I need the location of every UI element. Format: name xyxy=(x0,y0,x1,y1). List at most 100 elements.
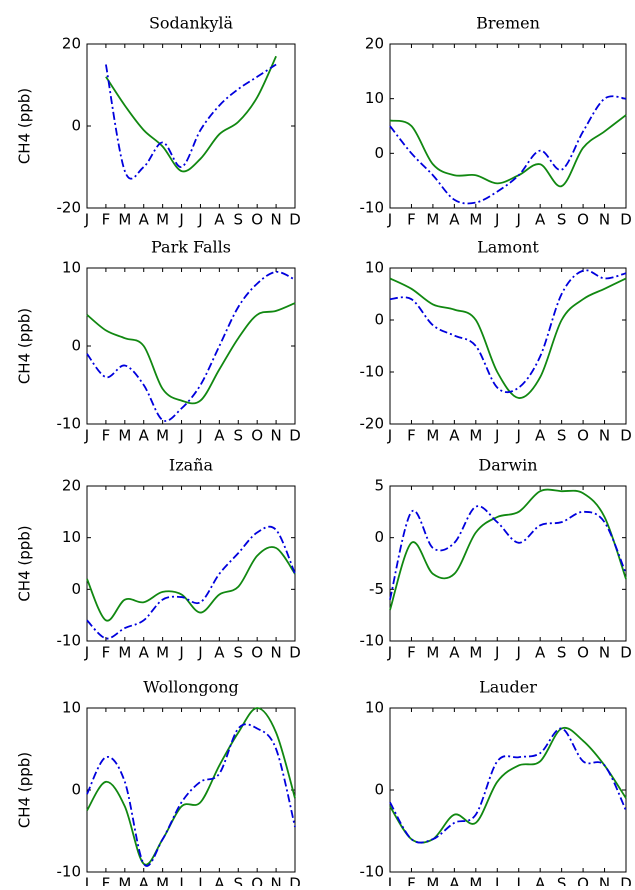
x-tick-label: J xyxy=(178,427,183,445)
x-tick-label: D xyxy=(289,875,301,887)
y-axis-label: CH4 (ppb) xyxy=(16,308,34,384)
series-line xyxy=(86,546,296,622)
x-tick-label: N xyxy=(270,211,281,229)
x-tick-label: J xyxy=(494,644,499,662)
y-tick-label: 20 xyxy=(365,35,384,53)
plot-frame xyxy=(389,485,627,642)
plot-frame xyxy=(86,485,296,642)
x-tick-label: S xyxy=(234,875,244,887)
x-tick-label: D xyxy=(289,427,301,445)
x-tick-label: A xyxy=(214,644,225,662)
x-tick-label: J xyxy=(84,427,89,445)
y-tick-label: 0 xyxy=(374,781,384,799)
x-tick-label: A xyxy=(139,211,150,229)
x-tick-label: F xyxy=(407,644,416,662)
panel-title: Sodankylä xyxy=(149,14,234,33)
x-tick-label: J xyxy=(197,211,202,229)
x-tick-label: N xyxy=(599,211,610,229)
x-tick-label: D xyxy=(289,644,301,662)
series-line xyxy=(389,277,627,399)
x-tick-label: M xyxy=(426,211,439,229)
x-tick-label: M xyxy=(118,211,131,229)
x-tick-label: A xyxy=(535,875,546,887)
x-tick-label: F xyxy=(407,875,416,887)
x-tick-label: J xyxy=(178,211,183,229)
x-tick-label: D xyxy=(620,427,632,445)
series-line xyxy=(86,525,296,640)
y-tick-label: 5 xyxy=(374,477,384,495)
x-tick-label: J xyxy=(516,875,521,887)
x-tick-label: A xyxy=(214,211,225,229)
x-tick-label: M xyxy=(156,211,169,229)
y-tick-label: 0 xyxy=(71,580,81,598)
x-tick-label: J xyxy=(516,644,521,662)
x-tick-label: A xyxy=(535,644,546,662)
x-tick-label: J xyxy=(197,427,202,445)
x-tick-label: J xyxy=(178,875,183,887)
y-tick-label: 10 xyxy=(365,259,384,277)
x-tick-label: M xyxy=(469,427,482,445)
x-tick-label: M xyxy=(156,875,169,887)
y-tick-label: 0 xyxy=(71,781,81,799)
plot-frame xyxy=(389,43,627,209)
x-tick-label: A xyxy=(214,427,225,445)
y-tick-label: -20 xyxy=(360,415,385,433)
y-tick-label: 10 xyxy=(62,528,81,546)
x-tick-label: N xyxy=(270,644,281,662)
y-tick-label: 0 xyxy=(374,144,384,162)
x-tick-label: J xyxy=(387,644,392,662)
series-line xyxy=(86,707,296,866)
x-tick-label: J xyxy=(494,211,499,229)
x-tick-label: O xyxy=(577,427,589,445)
panel-title: Lauder xyxy=(479,678,537,697)
plot-frame xyxy=(389,267,627,425)
y-tick-label: 20 xyxy=(62,477,81,495)
x-tick-label: A xyxy=(139,875,150,887)
x-tick-label: J xyxy=(84,644,89,662)
x-tick-label: S xyxy=(557,211,567,229)
panel-title: Wollongong xyxy=(143,678,239,697)
x-tick-label: M xyxy=(156,427,169,445)
y-tick-label: -10 xyxy=(360,199,385,217)
y-axis-label: CH4 (ppb) xyxy=(16,525,34,601)
x-tick-label: S xyxy=(557,875,567,887)
x-tick-label: O xyxy=(577,211,589,229)
y-tick-label: 10 xyxy=(62,699,81,717)
x-tick-label: A xyxy=(449,875,460,887)
x-tick-label: N xyxy=(599,427,610,445)
x-tick-label: M xyxy=(426,875,439,887)
x-tick-label: N xyxy=(599,644,610,662)
y-tick-label: -10 xyxy=(57,863,82,881)
x-tick-label: S xyxy=(234,211,244,229)
series-line xyxy=(389,269,627,394)
series-line xyxy=(389,114,627,188)
x-tick-label: D xyxy=(620,644,632,662)
x-tick-label: O xyxy=(251,644,263,662)
x-tick-label: M xyxy=(469,644,482,662)
series-line xyxy=(86,723,296,867)
y-tick-label: 20 xyxy=(62,35,81,53)
x-tick-label: M xyxy=(469,875,482,887)
y-tick-label: -20 xyxy=(57,199,82,217)
y-tick-label: 0 xyxy=(374,528,384,546)
x-tick-label: A xyxy=(139,644,150,662)
series-line xyxy=(389,505,627,600)
x-tick-label: M xyxy=(118,875,131,887)
x-tick-label: S xyxy=(234,644,244,662)
panel-title: Izaña xyxy=(169,456,214,475)
x-tick-label: J xyxy=(387,427,392,445)
y-axis-label: CH4 (ppb) xyxy=(16,88,34,164)
y-tick-label: -10 xyxy=(57,632,82,650)
x-tick-label: A xyxy=(449,211,460,229)
x-tick-label: M xyxy=(156,644,169,662)
series-line xyxy=(86,270,296,422)
x-tick-label: O xyxy=(577,644,589,662)
x-tick-label: S xyxy=(234,427,244,445)
x-tick-label: N xyxy=(270,427,281,445)
x-tick-label: O xyxy=(251,211,263,229)
x-tick-label: F xyxy=(102,427,111,445)
panel-title: Bremen xyxy=(476,14,540,33)
x-tick-label: O xyxy=(577,875,589,887)
x-tick-label: M xyxy=(118,427,131,445)
